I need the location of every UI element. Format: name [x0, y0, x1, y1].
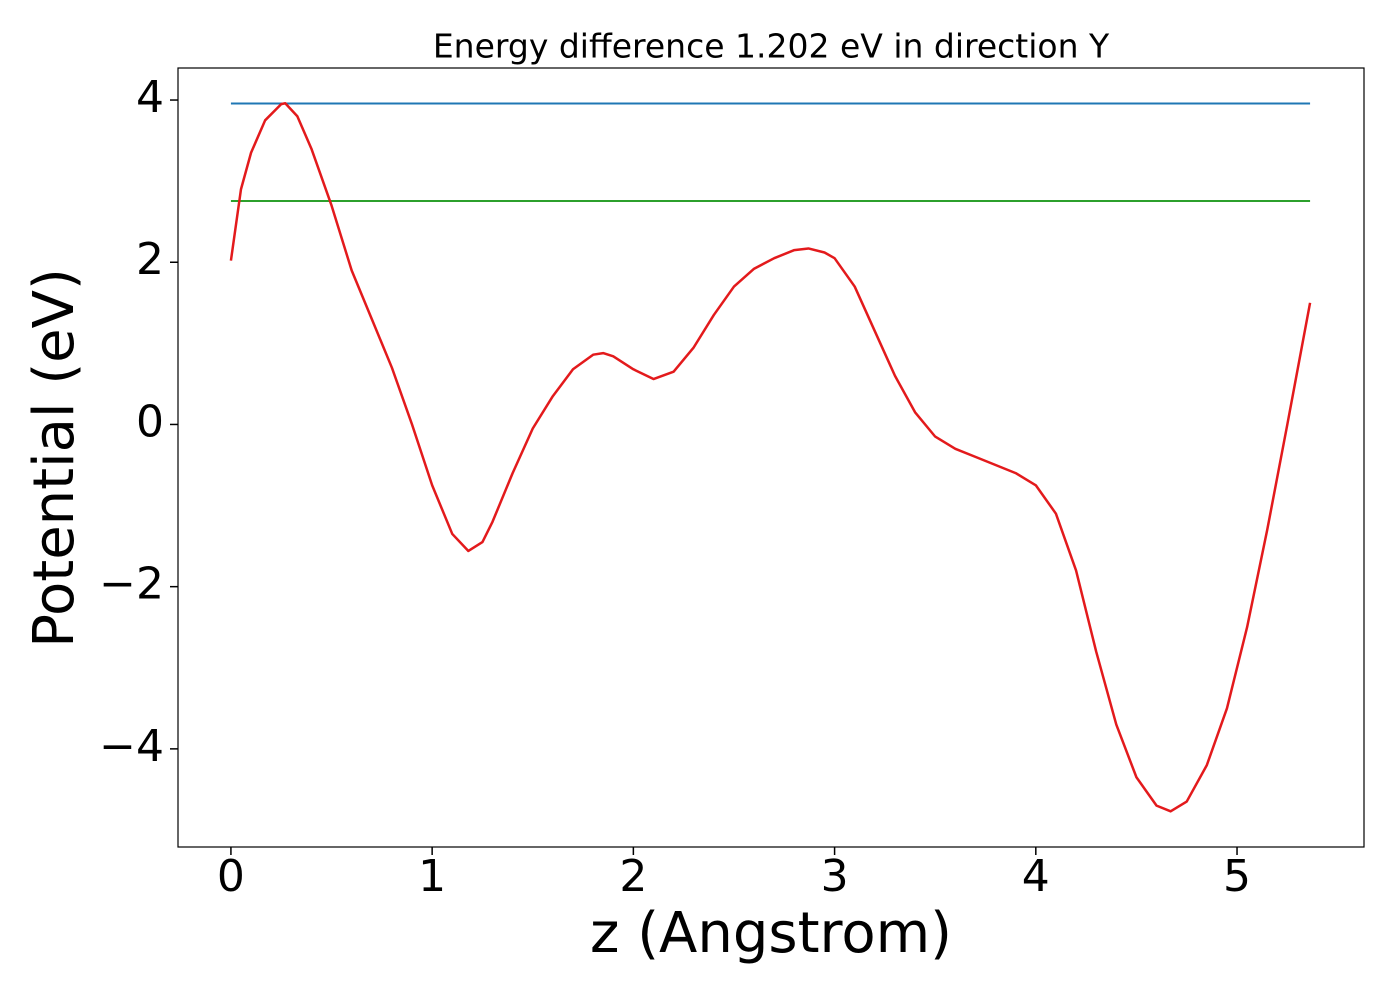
chart-title: Energy difference 1.202 eV in direction …	[433, 27, 1110, 66]
x-axis-label: z (Angstrom)	[590, 901, 952, 966]
y-tick-label: 0	[136, 396, 164, 447]
x-tick-label: 2	[619, 851, 647, 902]
data-line	[229, 102, 1312, 813]
y-tick-label: 2	[136, 234, 164, 285]
plot-frame	[177, 67, 1365, 848]
x-tick-label: 3	[821, 851, 849, 902]
x-tick-label: 1	[418, 851, 446, 902]
x-tick-label: 5	[1223, 851, 1251, 902]
x-tick-label: 0	[217, 851, 245, 902]
y-tick-label: 4	[136, 72, 164, 123]
x-tick-label: 4	[1022, 851, 1050, 902]
y-axis-label: Potential (eV)	[22, 268, 87, 648]
y-tick-label: −4	[99, 721, 164, 772]
y-tick-label: −2	[99, 559, 164, 610]
